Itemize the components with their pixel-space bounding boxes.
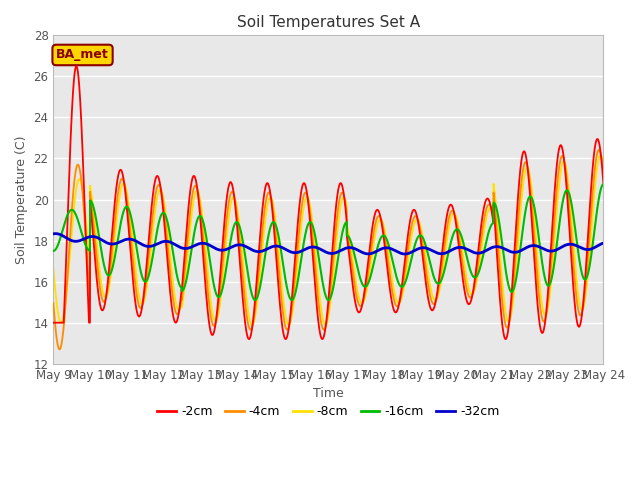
- X-axis label: Time: Time: [313, 387, 344, 400]
- Title: Soil Temperatures Set A: Soil Temperatures Set A: [237, 15, 420, 30]
- Legend: -2cm, -4cm, -8cm, -16cm, -32cm: -2cm, -4cm, -8cm, -16cm, -32cm: [152, 400, 504, 423]
- Y-axis label: Soil Temperature (C): Soil Temperature (C): [15, 135, 28, 264]
- Text: BA_met: BA_met: [56, 48, 109, 61]
